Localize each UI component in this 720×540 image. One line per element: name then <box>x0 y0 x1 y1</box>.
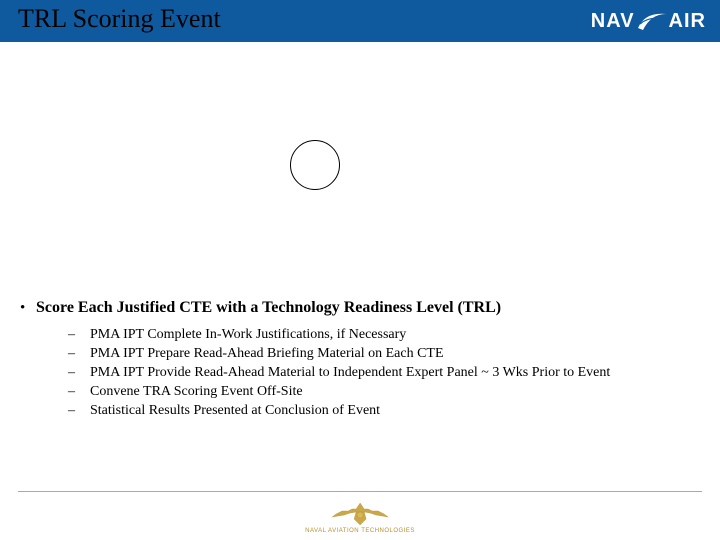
swoosh-icon <box>637 10 667 32</box>
dash-marker: – <box>68 383 90 401</box>
list-item: – PMA IPT Complete In-Work Justification… <box>68 326 700 344</box>
wings-icon <box>328 499 392 527</box>
bullet-text: Score Each Justified CTE with a Technolo… <box>36 298 501 318</box>
dash-marker: – <box>68 326 90 344</box>
sub-list: – PMA IPT Complete In-Work Justification… <box>68 326 700 420</box>
content-block: • Score Each Justified CTE with a Techno… <box>20 298 700 421</box>
dash-marker: – <box>68 364 90 382</box>
sub-text: PMA IPT Provide Read-Ahead Material to I… <box>90 364 610 382</box>
logo-right: AIR <box>669 10 706 33</box>
logo-text: NAV AIR <box>591 10 706 33</box>
circle-graphic <box>290 140 340 190</box>
slide: TRL Scoring Event NAV AIR • Score Each J… <box>0 0 720 540</box>
sub-text: PMA IPT Prepare Read-Ahead Briefing Mate… <box>90 345 444 363</box>
dash-marker: – <box>68 345 90 363</box>
dash-marker: – <box>68 402 90 420</box>
list-item: – PMA IPT Prepare Read-Ahead Briefing Ma… <box>68 345 700 363</box>
navair-logo: NAV AIR <box>591 6 706 36</box>
list-item: – PMA IPT Provide Read-Ahead Material to… <box>68 364 700 382</box>
emblem-caption: NAVAL AVIATION TECHNOLOGIES <box>305 528 415 534</box>
footer-rule <box>18 491 702 492</box>
bullet-row: • Score Each Justified CTE with a Techno… <box>20 298 700 318</box>
logo-left: NAV <box>591 10 635 33</box>
sub-text: PMA IPT Complete In-Work Justifications,… <box>90 326 406 344</box>
list-item: – Statistical Results Presented at Concl… <box>68 402 700 420</box>
slide-title: TRL Scoring Event <box>18 4 221 34</box>
bullet-marker: • <box>20 298 36 318</box>
footer-emblem: NAVAL AVIATION TECHNOLOGIES <box>305 499 415 534</box>
sub-text: Statistical Results Presented at Conclus… <box>90 402 380 420</box>
list-item: – Convene TRA Scoring Event Off-Site <box>68 383 700 401</box>
sub-text: Convene TRA Scoring Event Off-Site <box>90 383 303 401</box>
